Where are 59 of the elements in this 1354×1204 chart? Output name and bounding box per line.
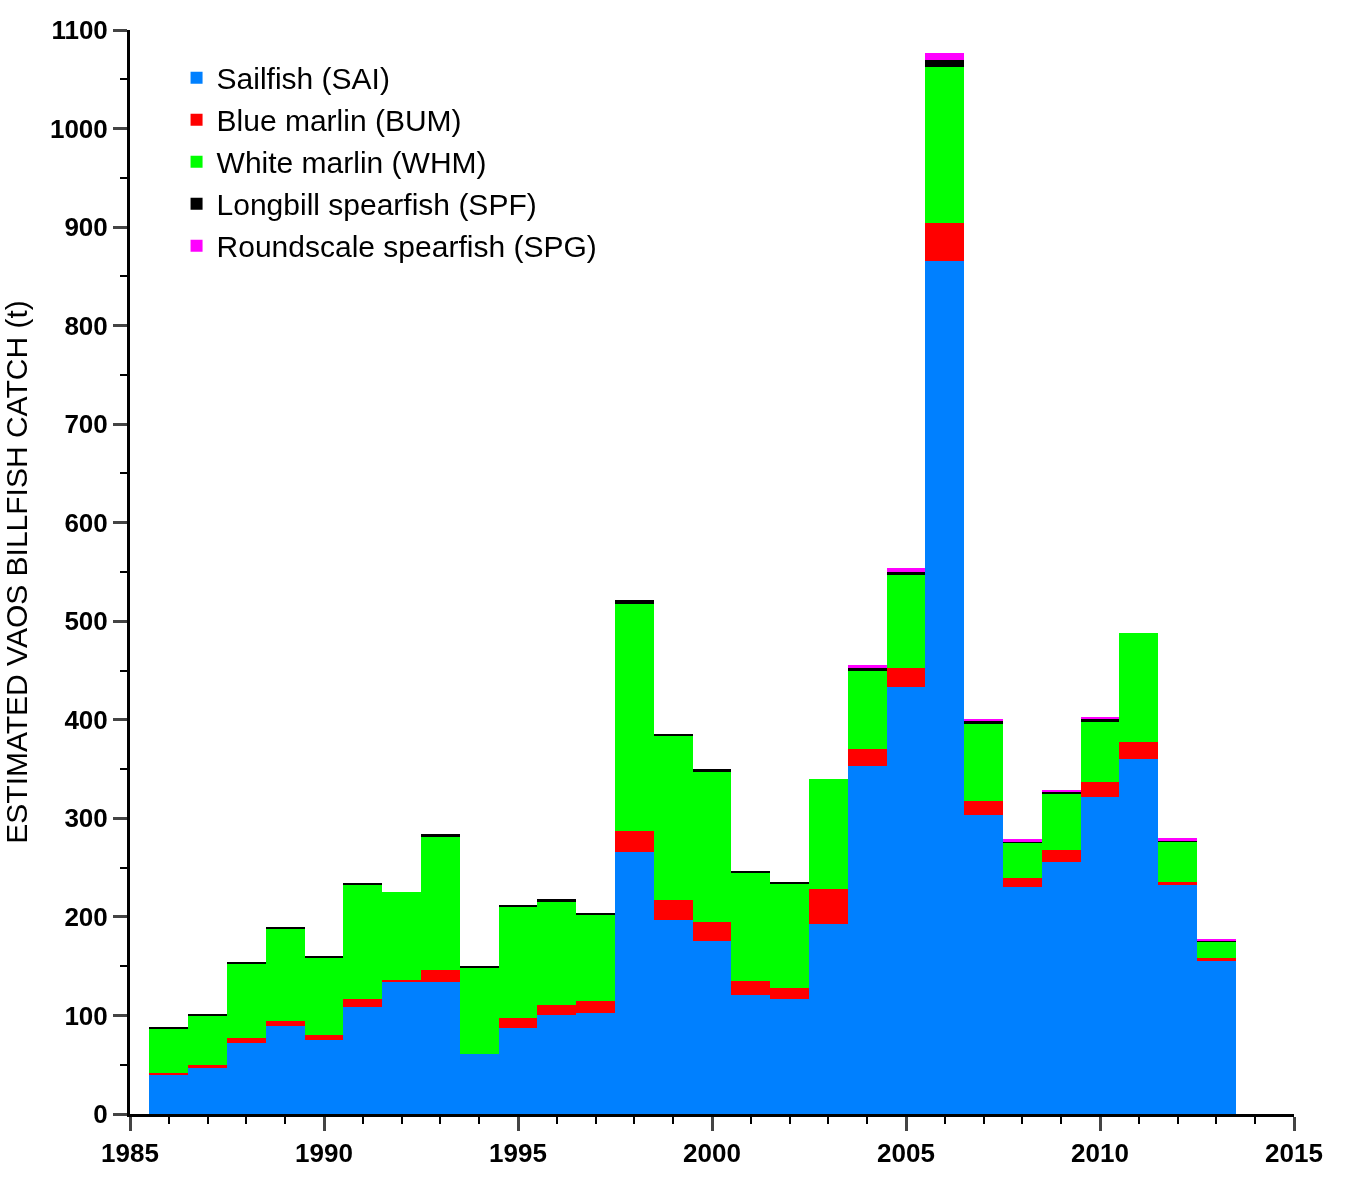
bar — [615, 600, 654, 604]
bar — [693, 922, 731, 941]
bar — [343, 999, 382, 1007]
bar — [964, 801, 1003, 815]
bar — [305, 1035, 343, 1040]
y-tick-label: 900 — [64, 212, 108, 243]
x-tick-label: 2005 — [877, 1138, 935, 1169]
bar — [887, 668, 925, 687]
bar — [887, 575, 925, 668]
y-tick-label: 600 — [64, 507, 108, 538]
bar — [1119, 742, 1158, 759]
y-tick-label: 200 — [64, 902, 108, 933]
x-tick-label: 2010 — [1071, 1138, 1129, 1169]
bar — [1042, 850, 1081, 862]
bar — [537, 899, 576, 902]
bar — [925, 53, 964, 60]
bar — [693, 769, 731, 772]
bar — [809, 889, 848, 924]
legend-label: Sailfish (SAI) — [216, 62, 390, 96]
bar — [848, 671, 887, 749]
y-tick-label: 0 — [93, 1099, 108, 1130]
x-tick-label: 2000 — [683, 1138, 741, 1169]
y-tick-label: 1100 — [51, 15, 108, 46]
bar — [266, 1021, 305, 1026]
bar — [1081, 782, 1119, 797]
bar — [227, 1038, 266, 1043]
bar — [887, 572, 925, 575]
bar — [1197, 942, 1236, 958]
bar — [654, 900, 693, 920]
legend-label: Blue marlin (BUM) — [216, 104, 462, 138]
bar — [615, 831, 654, 852]
bar — [964, 724, 1003, 801]
legend-label: Roundscale spearfish (SPG) — [216, 230, 597, 264]
x-tick-label: 1990 — [295, 1138, 353, 1169]
bar — [421, 834, 460, 837]
bar — [188, 1065, 227, 1068]
bar — [1197, 958, 1236, 961]
bar — [1158, 841, 1197, 882]
bar — [848, 749, 887, 766]
bar — [499, 1018, 537, 1028]
y-tick-label: 500 — [64, 606, 108, 637]
x-tick-label: 1985 — [101, 1138, 159, 1169]
y-tick-label: 400 — [64, 704, 108, 735]
y-tick-label: 1000 — [49, 113, 108, 144]
x-tick-label: 2015 — [1265, 1138, 1323, 1169]
y-axis-title: ESTIMATED VAOS BILLFISH CATCH (t) — [0, 300, 33, 844]
bar — [925, 60, 964, 67]
legend-label: White marlin (WHM) — [216, 146, 487, 180]
x-tick-label: 1995 — [489, 1138, 547, 1169]
y-tick-label: 700 — [64, 409, 108, 440]
bar — [1003, 878, 1042, 887]
bar — [887, 568, 925, 572]
y-tick-label: 300 — [64, 803, 108, 834]
y-tick-label: 800 — [64, 310, 108, 341]
legend-label: Longbill spearfish (SPF) — [216, 188, 537, 222]
bar — [925, 67, 964, 223]
y-tick-label: 100 — [64, 1000, 108, 1031]
bar — [1158, 882, 1197, 885]
bar — [925, 223, 964, 261]
